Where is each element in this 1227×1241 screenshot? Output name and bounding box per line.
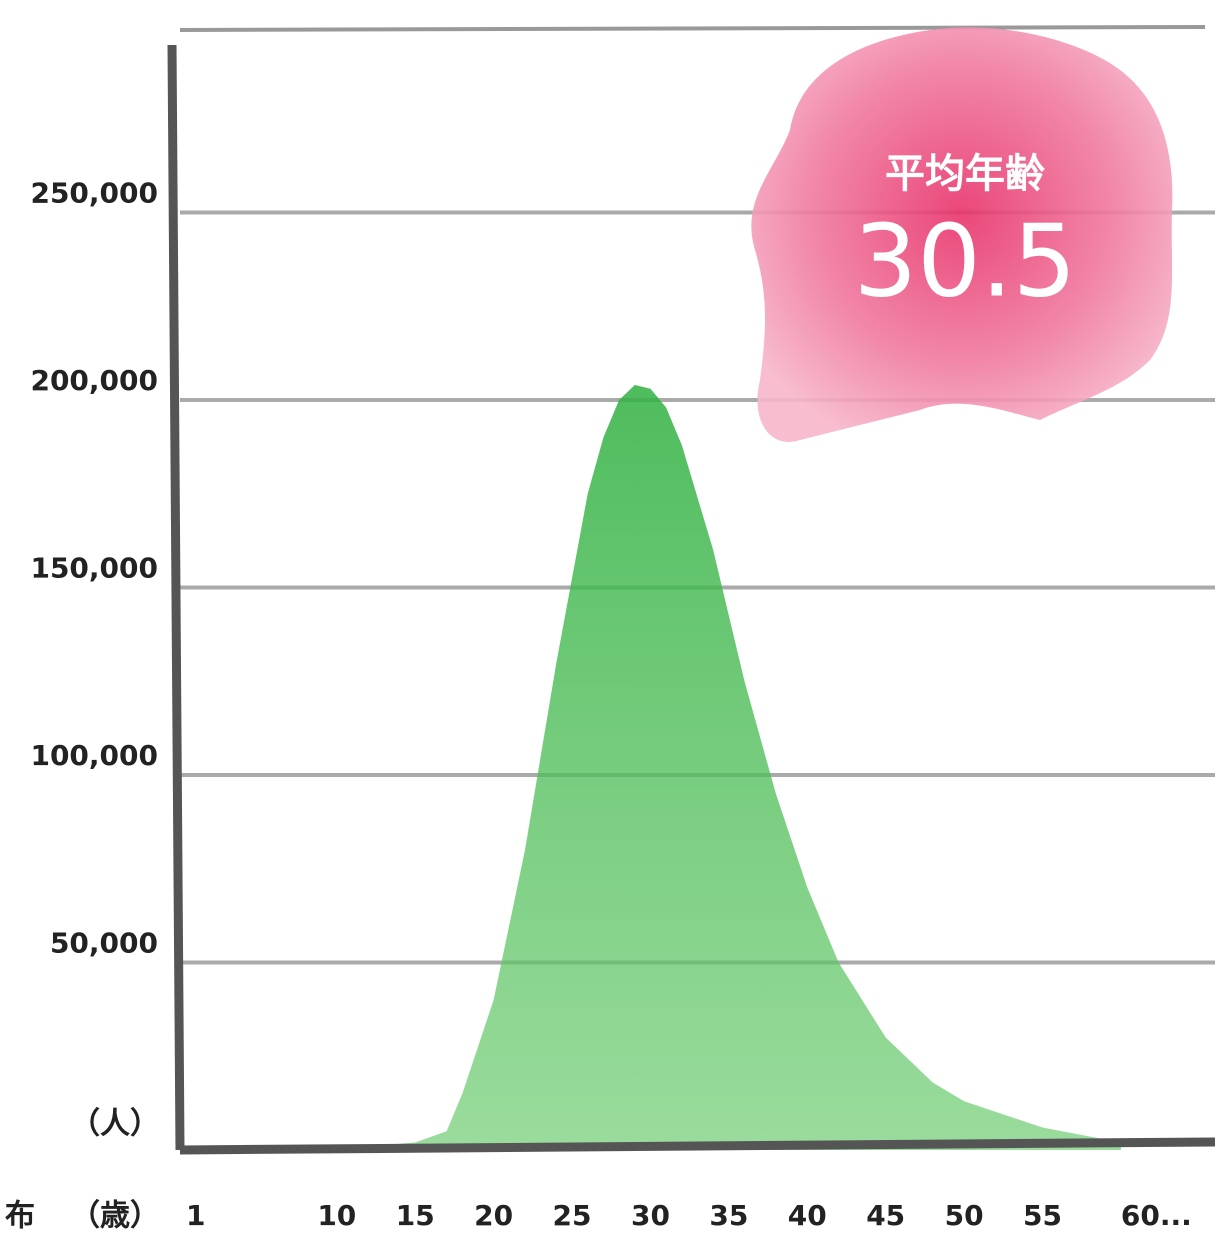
x-tick-label: 30 [631, 1199, 670, 1232]
x-unit-label: （歳） [70, 1199, 160, 1234]
y-unit-label: （人） [70, 1107, 160, 1142]
x-tick-label: 10 [317, 1199, 356, 1232]
badge-value: 30.5 [854, 202, 1077, 319]
top-border [179, 25, 1206, 32]
x-tick-label: 35 [709, 1199, 748, 1232]
y-tick-label: 100,000 [30, 739, 158, 772]
x-tick-label: 55 [1023, 1199, 1062, 1232]
x-tick-label: 25 [553, 1199, 592, 1232]
x-tick-label: 60... [1121, 1199, 1192, 1232]
x-tick-label: 45 [866, 1199, 905, 1232]
y-tick-label: 250,000 [30, 177, 158, 210]
area [336, 385, 1121, 1150]
x-tick-label: 20 [474, 1199, 513, 1232]
x-axis [179, 1137, 1216, 1155]
x-tick-label: 40 [788, 1199, 827, 1232]
x-tick-label: 1 [186, 1199, 205, 1232]
y-tick-label: 200,000 [30, 364, 158, 397]
cut-label: 布 [5, 1199, 35, 1234]
y-tick-label: 50,000 [50, 927, 158, 960]
y-tick-label: 150,000 [30, 552, 158, 585]
y-axis [167, 44, 185, 1151]
badge-blob [751, 27, 1173, 442]
badge-title: 平均年齢 [885, 151, 1045, 197]
x-tick-label: 15 [396, 1199, 435, 1232]
x-tick-label: 50 [945, 1199, 984, 1232]
